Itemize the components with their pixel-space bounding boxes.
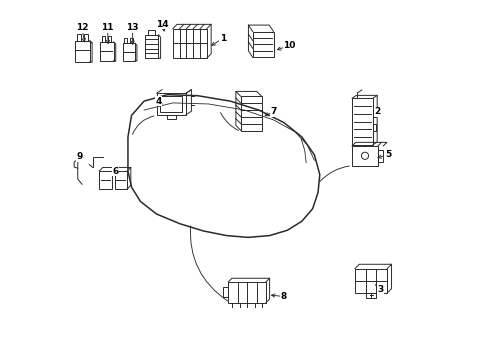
Text: 3: 3 — [377, 285, 383, 294]
Bar — [241, 96, 261, 131]
Bar — [228, 282, 265, 303]
Bar — [166, 115, 175, 119]
Bar — [77, 35, 81, 41]
Bar — [99, 171, 112, 189]
Text: 8: 8 — [280, 292, 286, 301]
Bar — [223, 287, 228, 297]
Bar — [377, 150, 383, 162]
Bar — [172, 29, 206, 58]
Text: 9: 9 — [76, 152, 82, 161]
Bar — [130, 38, 133, 43]
Bar — [351, 146, 377, 166]
Bar — [102, 36, 105, 42]
Bar — [351, 98, 372, 145]
Bar — [115, 171, 127, 189]
Bar — [372, 111, 375, 117]
Text: 6: 6 — [112, 167, 118, 176]
Bar — [124, 38, 127, 43]
Bar — [144, 35, 158, 58]
Text: 12: 12 — [76, 23, 88, 32]
Bar — [108, 36, 111, 42]
Text: 2: 2 — [373, 107, 380, 116]
Text: 1: 1 — [220, 34, 225, 43]
Bar — [366, 293, 375, 298]
Text: 5: 5 — [384, 150, 390, 159]
Bar — [84, 35, 88, 41]
Text: 4: 4 — [155, 96, 162, 105]
Bar — [156, 93, 185, 115]
Bar — [148, 31, 155, 35]
Bar — [100, 42, 113, 60]
Text: 10: 10 — [283, 41, 295, 50]
Text: 13: 13 — [126, 23, 139, 32]
Text: 7: 7 — [269, 107, 276, 116]
Bar — [372, 125, 375, 131]
Bar — [252, 32, 273, 57]
Bar — [354, 269, 386, 293]
Text: 11: 11 — [101, 23, 114, 32]
Bar — [122, 43, 135, 60]
Text: 14: 14 — [156, 19, 169, 28]
Bar — [160, 96, 182, 112]
Bar — [75, 41, 90, 62]
